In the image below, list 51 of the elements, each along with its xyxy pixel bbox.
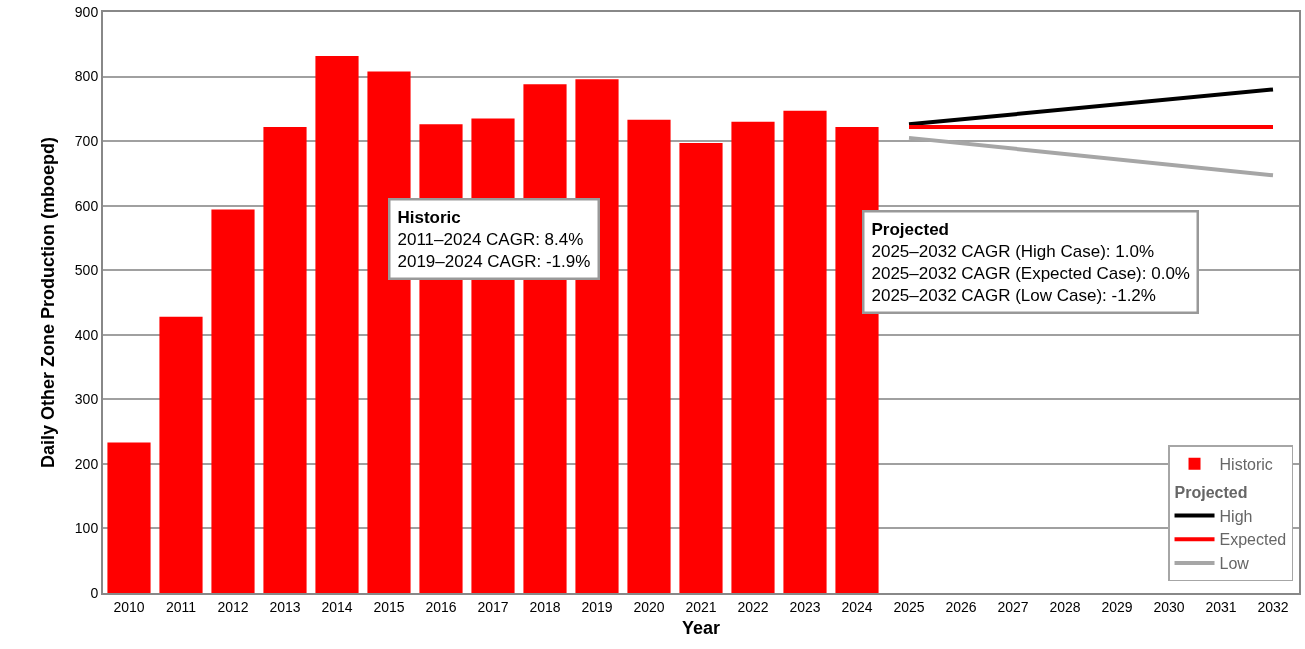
x-tick-label: 2013 [269, 598, 301, 615]
x-tick-label: 2022 [737, 598, 769, 615]
x-tick-label: 2023 [789, 598, 821, 615]
x-tick-label: 2029 [1101, 598, 1133, 615]
legend-label: Low [1219, 555, 1250, 573]
x-tick-label: 2030 [1153, 598, 1185, 615]
x-axis-title: Year [681, 618, 721, 639]
x-tick-label: 2014 [321, 598, 353, 615]
bar [731, 121, 775, 593]
x-tick-label: 2017 [477, 598, 509, 615]
y-tick-label: 500 [74, 262, 99, 279]
x-tick-label: 2024 [841, 598, 873, 615]
legend-label: Expected [1219, 531, 1287, 549]
bar [159, 316, 203, 593]
x-tick-label: 2032 [1257, 598, 1289, 615]
x-tick-label: 2011 [165, 598, 197, 615]
y-tick-label: 800 [74, 68, 99, 85]
x-tick-label: 2021 [685, 598, 717, 615]
x-tick-label: 2026 [945, 598, 977, 615]
y-axis-title: Daily Other Zone Production (mboepd) [37, 136, 58, 469]
y-tick-label: 400 [74, 326, 99, 343]
x-tick-label: 2031 [1205, 598, 1237, 615]
legend-title: Projected [1174, 483, 1248, 501]
legend-label: High [1219, 507, 1253, 525]
bar [263, 126, 307, 593]
bar [107, 442, 151, 593]
x-tick-label: 2018 [529, 598, 561, 615]
x-tick-label: 2028 [1049, 598, 1081, 615]
x-tick-label: 2012 [217, 598, 249, 615]
legend-label: Historic [1219, 456, 1273, 474]
x-tick-label: 2019 [581, 598, 613, 615]
y-tick-label: 700 [74, 133, 99, 150]
bar [679, 143, 723, 593]
bar [211, 209, 255, 593]
y-tick-label: 200 [74, 455, 99, 472]
bar [783, 110, 827, 593]
y-tick-label: 0 [90, 584, 99, 601]
x-tick-label: 2016 [425, 598, 457, 615]
x-tick-label: 2027 [997, 598, 1029, 615]
annotation: Projected 2025–2032 CAGR (High Case): 1.0% 2025–2032 CAGR (Expected Case): 0.0% 2025–2032 CAGR (Low Case): -1.2% [871, 219, 1190, 305]
x-tick-label: 2025 [893, 598, 925, 615]
x-tick-label: 2010 [113, 598, 145, 615]
bar [315, 55, 359, 593]
y-tick-label: 900 [74, 3, 99, 20]
y-tick-label: 600 [74, 197, 99, 214]
x-tick-label: 2015 [373, 598, 405, 615]
y-tick-label: 300 [74, 391, 99, 408]
bar [627, 119, 671, 593]
annotation: Historic 2011–2024 CAGR: 8.4% 2019–2024 CAGR: -1.9% [397, 207, 591, 271]
x-tick-label: 2020 [633, 598, 665, 615]
y-tick-label: 100 [74, 520, 99, 537]
